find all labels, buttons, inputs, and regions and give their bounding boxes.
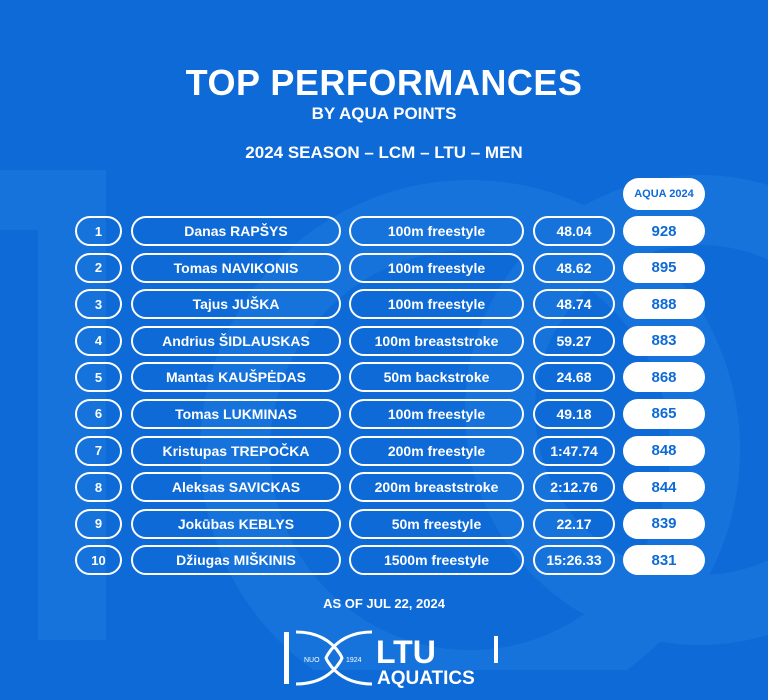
time-cell: 22.17 [533,508,615,539]
event-cell: 50m backstroke [349,362,524,393]
time-cell: 24.68 [533,362,615,393]
table-row: 8 Aleksas SAVICKAS 200m breaststroke 2:1… [0,472,768,509]
time-cell: 48.04 [533,216,615,246]
swimmer-name-cell: Jokūbas KEBLYS [131,508,341,539]
logo-nuo-text: NUO [304,657,320,664]
swimmer-name-cell: Mantas KAUŠPĖDAS [131,362,341,393]
swimmer-name-cell: Andrius ŠIDLAUSKAS [131,325,341,356]
table-row: 9 Jokūbas KEBLYS 50m freestyle 22.17 839 [0,508,768,546]
swimmer-name-cell: Tomas LUKMINAS [131,398,341,429]
swimmer-name-cell: Tajus JUŠKA [131,289,341,320]
points-cell: 888 [623,289,705,320]
event-cell: 100m freestyle [349,289,524,320]
event-cell: 200m breaststroke [349,472,524,503]
swimmer-name-cell: Danas RAPŠYS [131,216,341,246]
swimmer-name-cell: Džiugas MIŠKINIS [131,545,341,576]
page-subtitle: BY AQUA POINTS [311,104,457,123]
event-cell: 50m freestyle [349,508,524,539]
rank-cell: 9 [75,508,122,539]
swimmer-name-cell: Aleksas SAVICKAS [131,472,341,503]
swimmer-name-cell: Kristupas TREPOČKA [131,435,341,466]
rank-cell: 1 [75,216,122,246]
points-cell: 868 [623,362,705,393]
points-cell: 844 [623,472,705,503]
rank-cell: 7 [75,435,122,466]
table-row: 5 Mantas KAUŠPĖDAS 50m backstroke 24.68 … [0,362,768,399]
logo-side-bar [494,636,498,663]
rank-cell: 4 [75,325,122,356]
points-cell: 928 [623,216,705,246]
logo-arc-right [324,630,373,686]
as-of-date: AS OF JUL 22, 2024 [323,596,445,611]
table-row: 4 Andrius ŠIDLAUSKAS 100m breaststroke 5… [0,325,768,363]
points-cell: 883 [623,325,705,356]
points-cell: 895 [623,252,705,283]
rank-cell: 8 [75,472,122,503]
table-row: 1 Danas RAPŠYS 100m freestyle 48.04 928 [0,216,768,253]
swimmer-name-cell: Tomas NAVIKONIS [131,252,341,283]
time-cell: 49.18 [533,398,615,429]
points-cell: 865 [623,398,705,429]
rank-cell: 6 [75,398,122,429]
ltu-aquatics-logo: NUO 1924 LTU AQUATICS [284,630,498,688]
logo-ltu-text: LTU [376,634,436,670]
event-cell: 100m freestyle [349,398,524,429]
points-cell: 831 [623,545,705,576]
time-cell: 15:26.33 [533,545,615,576]
table-row: 10 Džiugas MIŠKINIS 1500m freestyle 15:2… [0,545,768,582]
table-row: 2 Tomas NAVIKONIS 100m freestyle 48.62 8… [0,252,768,290]
logo-year-text: 1924 [346,657,362,664]
page-title: TOP PERFORMANCES [185,62,583,103]
event-cell: 100m freestyle [349,216,524,246]
event-cell: 100m freestyle [349,252,524,283]
time-cell: 48.62 [533,252,615,283]
time-cell: 59.27 [533,325,615,356]
table-row: 3 Tajus JUŠKA 100m freestyle 48.74 888 [0,289,768,326]
season-label: 2024 SEASON – LCM – LTU – MEN [245,143,523,162]
points-column-header: AQUA 2024 [623,178,705,210]
rank-cell: 2 [75,252,122,283]
rank-cell: 10 [75,545,122,576]
logo-arc-left [295,630,344,686]
logo-aquatics-text: AQUATICS [377,668,475,688]
table-row: 7 Kristupas TREPOČKA 200m freestyle 1:47… [0,435,768,473]
time-cell: 48.74 [533,289,615,320]
time-cell: 1:47.74 [533,435,615,466]
rank-cell: 3 [75,289,122,320]
rank-cell: 5 [75,362,122,393]
table-row: 6 Tomas LUKMINAS 100m freestyle 49.18 86… [0,398,768,436]
event-cell: 100m breaststroke [349,325,524,356]
points-cell: 839 [623,508,705,539]
rankings-table: 1 Danas RAPŠYS 100m freestyle 48.04 9 2 8 … [0,216,768,582]
points-cell: 848 [623,435,705,466]
logo-one-bar [284,632,289,684]
time-cell: 2:12.76 [533,472,615,503]
event-cell: 1500m freestyle [349,545,524,576]
event-cell: 200m freestyle [349,435,524,466]
